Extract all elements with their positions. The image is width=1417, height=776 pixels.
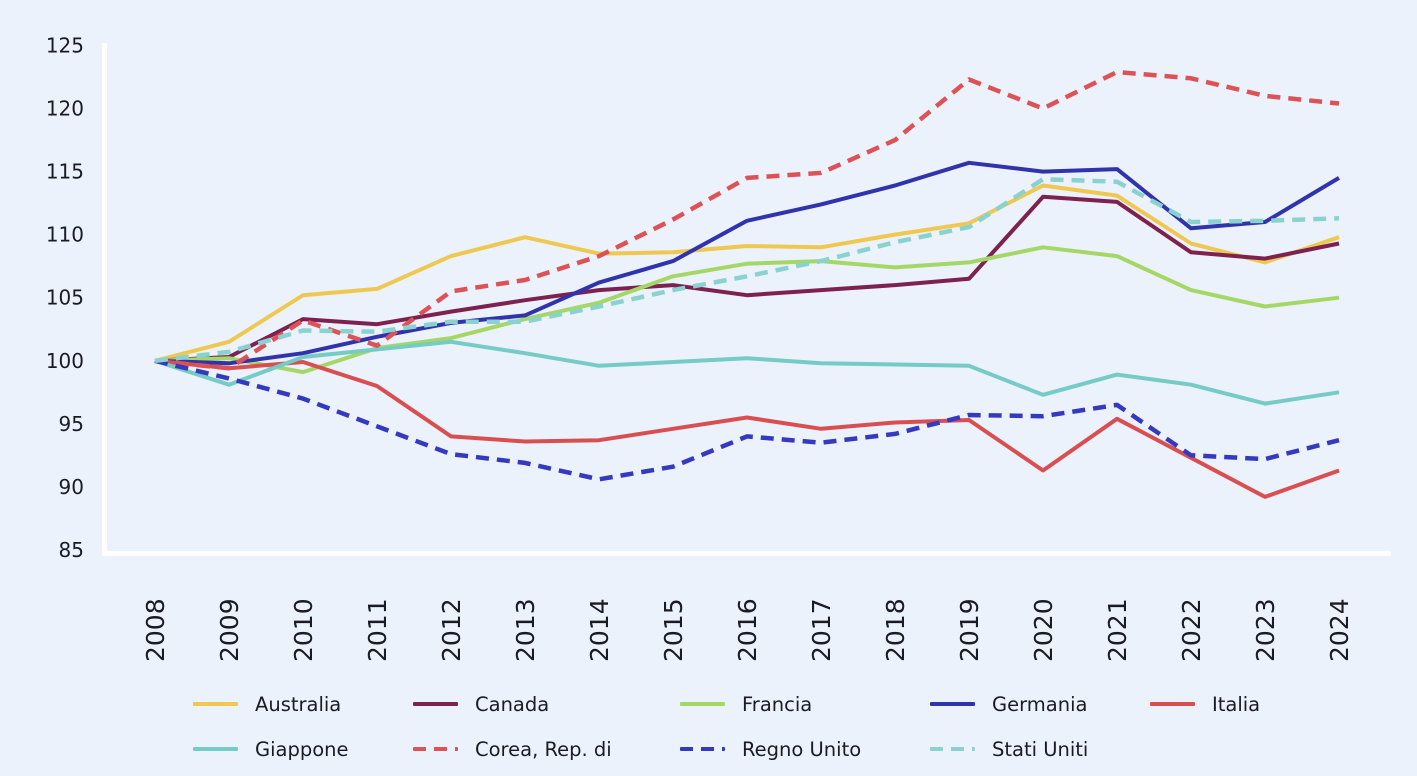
legend-swatch-giappone	[193, 746, 238, 752]
y-tick-label: 95	[59, 412, 84, 436]
y-tick-label: 105	[46, 286, 84, 310]
x-tick-label: 2015	[659, 598, 688, 662]
series-line-giappone	[154, 339, 1340, 406]
legend-item-francia: Francia	[680, 692, 812, 716]
legend-label-stati-uniti: Stati Uniti	[992, 737, 1089, 761]
legend-swatch-canada	[413, 701, 458, 707]
legend-swatch-italia	[1150, 701, 1195, 707]
series-line-regno-unito	[154, 358, 1340, 482]
series-line-stati-uniti	[154, 176, 1340, 364]
legend-swatch-australia	[193, 701, 238, 707]
legend-item-germania: Germania	[930, 692, 1087, 716]
legend-label-giappone: Giappone	[255, 737, 349, 761]
legend-label-italia: Italia	[1212, 692, 1261, 716]
x-tick-label: 2023	[1251, 598, 1280, 662]
y-tick-label: 120	[46, 97, 84, 121]
x-tick-label: 2018	[881, 598, 910, 662]
series-line-germania	[154, 160, 1341, 366]
x-tick-label: 2016	[733, 598, 762, 662]
x-tick-label: 2017	[807, 598, 836, 662]
legend-item-regno-unito: Regno Unito	[680, 737, 861, 761]
legend-label-regno-unito: Regno Unito	[742, 737, 862, 761]
legend-swatch-stati-uniti	[930, 746, 975, 752]
y-tick-label: 125	[46, 34, 84, 58]
series-line-canada	[154, 194, 1340, 363]
series-line-australia	[154, 183, 1340, 363]
legend-label-francia: Francia	[742, 692, 813, 716]
series-line-italia	[154, 358, 1340, 499]
legend-item-stati-uniti: Stati Uniti	[930, 737, 1088, 761]
x-tick-label: 2013	[511, 598, 540, 662]
legend-item-italia: Italia	[1150, 692, 1260, 716]
y-tick-label: 100	[46, 349, 84, 373]
legend-item-giappone: Giappone	[193, 737, 349, 761]
legend-swatch-francia	[680, 701, 725, 707]
x-tick-label: 2019	[955, 598, 984, 662]
x-tick-label: 2014	[585, 598, 614, 662]
y-tick-label: 115	[46, 160, 84, 184]
x-tick-label: 2022	[1177, 598, 1206, 662]
legend-label-germania: Germania	[992, 692, 1088, 716]
y-tick-label: 85	[59, 538, 84, 562]
legend-swatch-regno-unito	[680, 746, 725, 752]
x-tick-label: 2009	[215, 598, 244, 662]
legend-swatch-germania	[930, 701, 975, 707]
y-tick-label: 110	[46, 223, 84, 247]
x-tick-label: 2011	[363, 598, 392, 662]
x-tick-label: 2010	[289, 598, 318, 662]
legend-item-australia: Australia	[193, 692, 341, 716]
legend-label-canada: Canada	[475, 692, 550, 716]
x-tick-label: 2008	[141, 598, 170, 662]
legend-label-australia: Australia	[255, 692, 342, 716]
legend-swatch-corea-rep-di	[413, 746, 458, 752]
x-tick-label: 2012	[437, 598, 466, 662]
series-line-corea-rep-di	[154, 69, 1340, 371]
legend-item-corea-rep-di: Corea, Rep. di	[413, 737, 612, 761]
legend-item-canada: Canada	[413, 692, 549, 716]
y-tick-label: 90	[59, 475, 84, 499]
x-tick-label: 2020	[1029, 598, 1058, 662]
series-line-francia	[154, 245, 1340, 375]
x-tick-label: 2024	[1325, 598, 1354, 662]
x-tick-label: 2021	[1103, 598, 1132, 662]
legend-label-corea-rep-di: Corea, Rep. di	[475, 737, 612, 761]
